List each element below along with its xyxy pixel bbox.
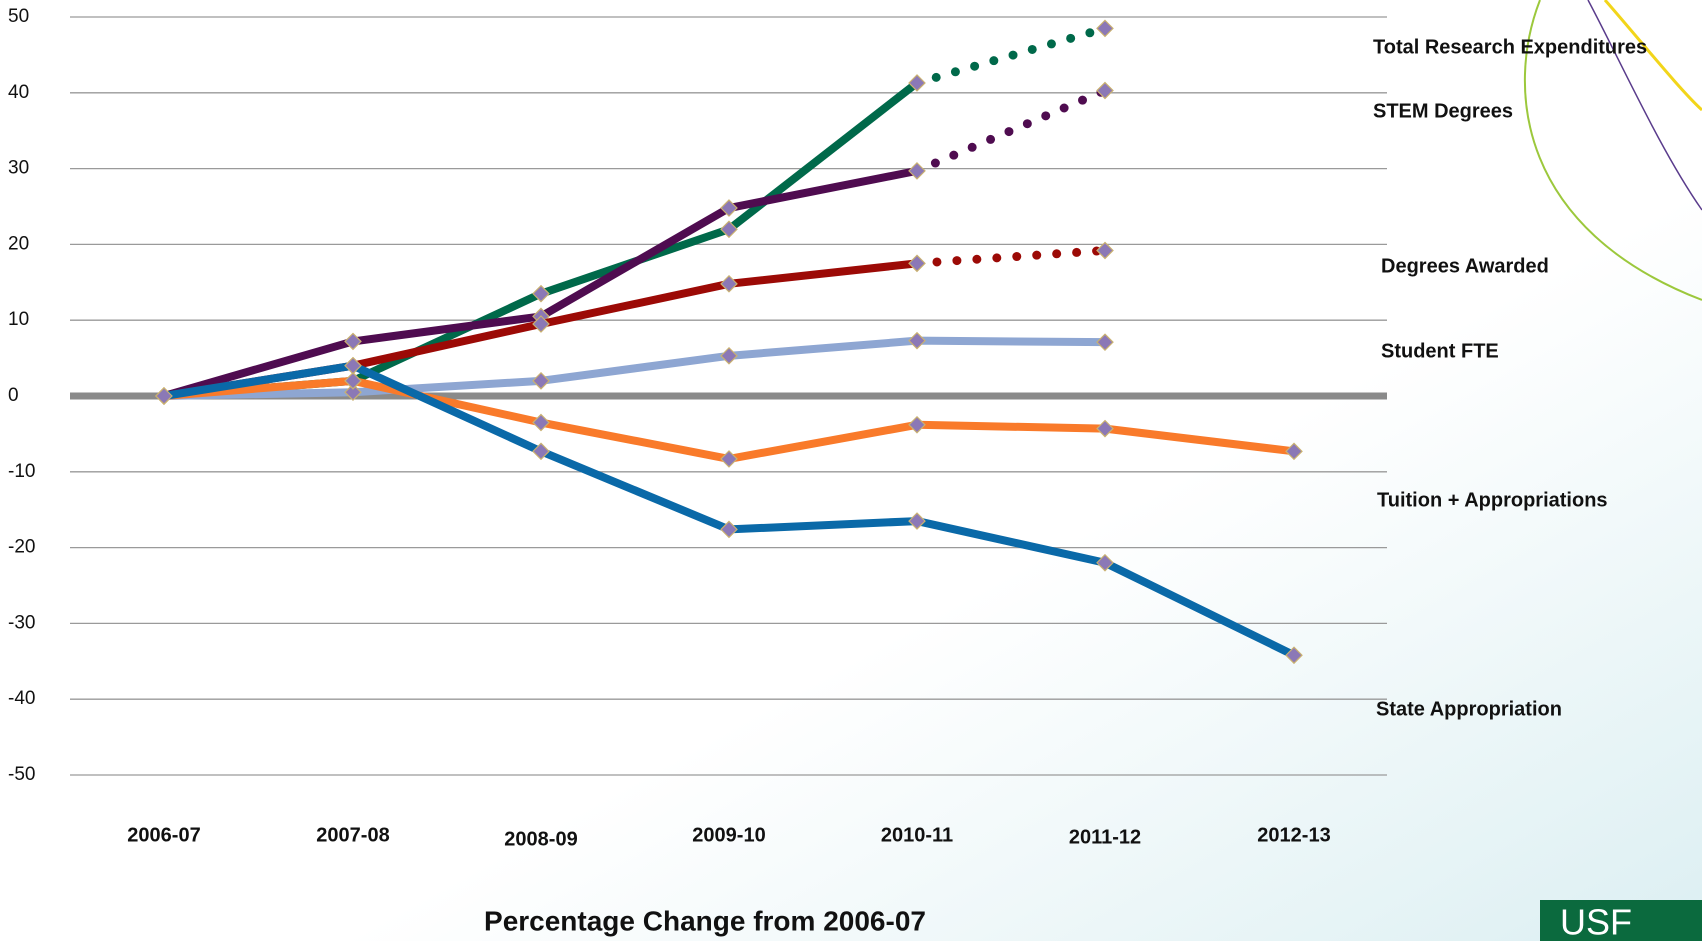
x-tick-label: 2007-08 — [316, 824, 389, 846]
x-tick-label: 2008-09 — [504, 828, 577, 850]
x-tick-label: 2006-07 — [127, 824, 200, 846]
x-tick-label: 2012-13 — [1257, 824, 1330, 846]
x-tick-label: 2010-11 — [881, 824, 953, 846]
x-tick-label: 2011-12 — [1069, 826, 1141, 848]
y-tick-label: 20 — [8, 233, 29, 254]
y-tick-label: 0 — [8, 385, 19, 406]
y-tick-label: 30 — [8, 158, 29, 179]
x-axis-title: Percentage Change from 2006-07 — [484, 905, 926, 936]
y-tick-label: 10 — [8, 309, 29, 330]
y-tick-label: -50 — [8, 764, 35, 785]
background — [0, 0, 1702, 941]
svg-text:USF: USF — [1560, 902, 1632, 941]
series-label: Total Research Expenditures — [1373, 36, 1647, 58]
y-tick-label: 50 — [8, 6, 29, 27]
series-label: Student FTE — [1381, 340, 1499, 362]
y-tick-label: -20 — [8, 537, 35, 558]
y-tick-label: 40 — [8, 82, 29, 103]
y-tick-label: -30 — [8, 612, 35, 633]
chart: USF Percentage Change from 2006-07 -50 -4… — [0, 0, 1702, 941]
series-label: Tuition + Appropriations — [1377, 489, 1608, 511]
series-label: STEM Degrees — [1373, 100, 1513, 122]
x-tick-label: 2009-10 — [692, 824, 765, 846]
series-label: Degrees Awarded — [1381, 255, 1549, 277]
series-label: State Appropriation — [1376, 698, 1562, 720]
y-tick-label: -40 — [8, 688, 35, 709]
y-tick-label: -10 — [8, 461, 35, 482]
